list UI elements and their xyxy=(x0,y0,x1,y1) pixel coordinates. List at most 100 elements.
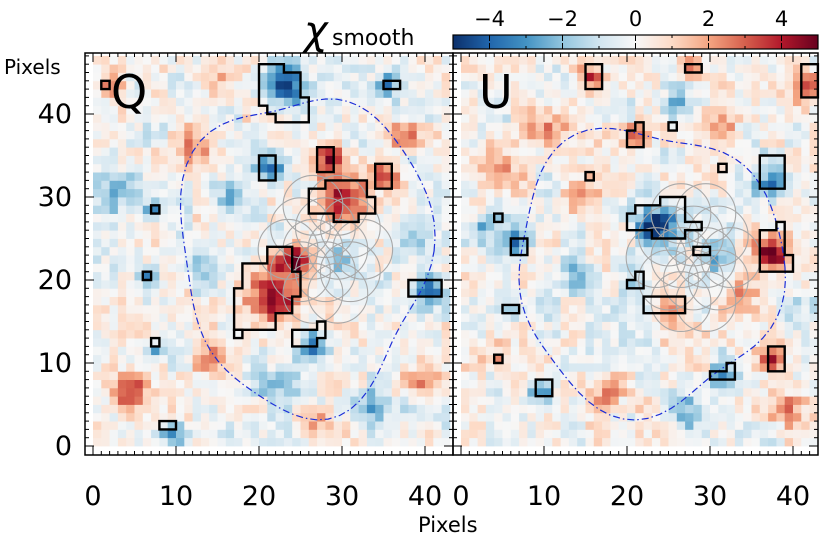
heatmap-cell xyxy=(668,421,678,430)
heatmap-cell xyxy=(627,338,636,347)
heatmap-cell xyxy=(618,338,628,347)
heatmap-cell xyxy=(726,429,736,439)
heatmap-cell xyxy=(292,396,301,405)
heatmap-cell xyxy=(560,271,570,281)
heatmap-cell xyxy=(477,55,487,65)
heatmap-cell xyxy=(519,55,528,65)
heatmap-cell xyxy=(184,188,193,198)
heatmap-cell xyxy=(159,221,169,231)
heatmap-cell xyxy=(693,230,703,239)
heatmap-cell xyxy=(358,404,368,414)
heatmap-cell xyxy=(350,97,359,107)
heatmap-cell xyxy=(635,412,644,422)
heatmap-cell xyxy=(151,89,160,98)
heatmap-cell xyxy=(784,238,794,248)
contour-q2 xyxy=(257,154,277,182)
heatmap-cell xyxy=(383,197,393,206)
heatmap-cell xyxy=(502,80,512,90)
heatmap-cell xyxy=(242,313,252,322)
heatmap-cell xyxy=(643,230,653,239)
heatmap-cell xyxy=(477,429,487,439)
heatmap-cell xyxy=(109,404,119,414)
heatmap-cell xyxy=(743,296,752,306)
heatmap-cell xyxy=(366,429,376,439)
heatmap-cell xyxy=(618,280,628,289)
heatmap-cell xyxy=(461,213,470,223)
heatmap-cell xyxy=(618,263,628,273)
heatmap-cell xyxy=(184,246,193,256)
heatmap-cell xyxy=(618,329,628,339)
heatmap-cell xyxy=(383,379,393,389)
heatmap-cell xyxy=(685,404,694,414)
heatmap-cell xyxy=(433,89,442,98)
heatmap-cell xyxy=(768,412,777,422)
heatmap-cell xyxy=(635,246,644,256)
heatmap-cell xyxy=(726,412,736,422)
heatmap-cell xyxy=(627,188,636,198)
heatmap-cell xyxy=(126,354,135,364)
heatmap-cell xyxy=(93,221,102,231)
heatmap-cell xyxy=(793,55,802,65)
heatmap-cell xyxy=(325,280,335,289)
heatmap-cell xyxy=(308,197,318,206)
heatmap-cell xyxy=(643,55,653,65)
heatmap-cell xyxy=(317,221,326,231)
heatmap-cell xyxy=(433,421,442,430)
heatmap-cell xyxy=(643,221,653,231)
heatmap-cell xyxy=(610,271,620,281)
heatmap-cell xyxy=(383,147,393,156)
heatmap-cell xyxy=(701,188,711,198)
heatmap-cell xyxy=(167,55,177,65)
heatmap-cell xyxy=(635,138,644,148)
heatmap-cell xyxy=(726,255,736,264)
heatmap-cell xyxy=(93,180,102,190)
heatmap-cell xyxy=(552,354,561,364)
heatmap-cell xyxy=(693,338,703,347)
heatmap-cell xyxy=(400,114,409,123)
heatmap-cell xyxy=(109,122,119,131)
heatmap-cell xyxy=(676,421,686,430)
heatmap-cell xyxy=(527,213,537,223)
heatmap-cell xyxy=(477,105,487,115)
heatmap-cell xyxy=(519,263,528,273)
heatmap-cell xyxy=(242,114,252,123)
heatmap-cell xyxy=(527,263,537,273)
heatmap-cell xyxy=(101,329,110,339)
heatmap-cell xyxy=(109,296,119,306)
heatmap-cell xyxy=(602,354,611,364)
heatmap-cell xyxy=(668,147,678,156)
heatmap-cell xyxy=(660,163,669,173)
heatmap-cell xyxy=(408,221,418,231)
heatmap-cell xyxy=(776,221,786,231)
heatmap-cell xyxy=(391,55,401,65)
heatmap-cell xyxy=(801,404,810,414)
heatmap-cell xyxy=(660,122,669,131)
heatmap-cell xyxy=(441,72,451,82)
heatmap-cell xyxy=(375,55,384,65)
heatmap-cell xyxy=(552,55,561,65)
heatmap-cell xyxy=(535,155,545,165)
heatmap-cell xyxy=(342,329,351,339)
heatmap-cell xyxy=(793,387,802,397)
heatmap-cell xyxy=(685,64,694,73)
heatmap-cell xyxy=(200,64,210,73)
heatmap-cell xyxy=(485,421,495,430)
heatmap-cell xyxy=(375,80,384,90)
heatmap-cell xyxy=(441,412,451,422)
heatmap-cell xyxy=(416,80,426,90)
heatmap-cell xyxy=(461,437,470,447)
heatmap-cell xyxy=(710,421,719,430)
heatmap-cell xyxy=(391,404,401,414)
heatmap-cell xyxy=(618,97,628,107)
heatmap-cell xyxy=(167,280,177,289)
heatmap-cell xyxy=(784,89,794,98)
heatmap-cell xyxy=(635,363,644,372)
heatmap-cell xyxy=(283,147,293,156)
heatmap-cell xyxy=(342,396,351,405)
heatmap-cell xyxy=(751,80,761,90)
x-axis-label: Pixels xyxy=(418,513,478,537)
heatmap-cell xyxy=(176,429,185,439)
heatmap-cell xyxy=(602,404,611,414)
heatmap-cell xyxy=(519,221,528,231)
heatmap-cell xyxy=(618,230,628,239)
